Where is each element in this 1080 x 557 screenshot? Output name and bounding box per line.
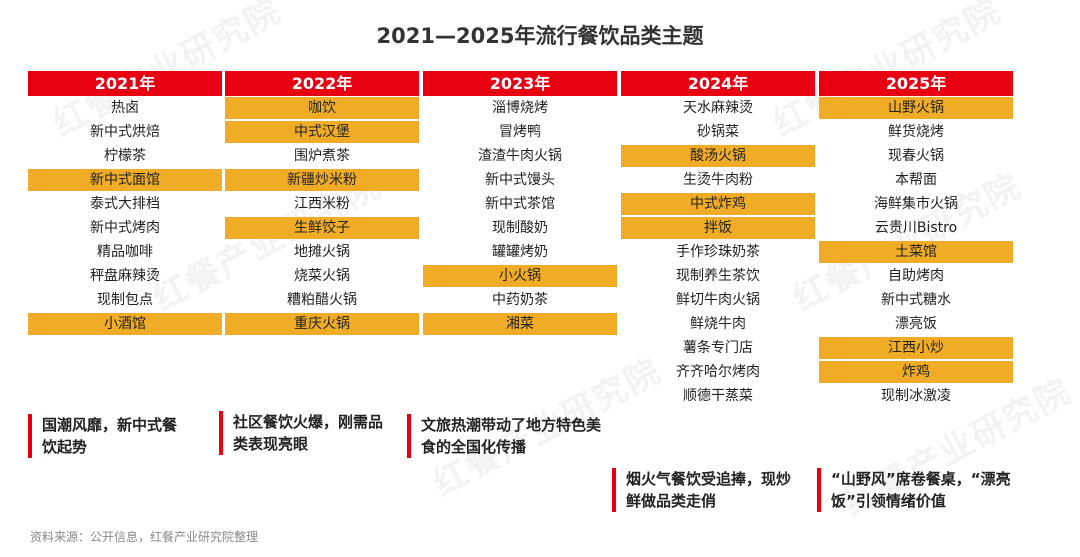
category-item: 现春火锅 xyxy=(888,148,944,164)
category-item: 云贵川Bistro xyxy=(874,220,958,236)
year-column: 2021年 热卤新中式烘焙柠檬茶新中式面馆泰式大排档新中式烤肉精品咖啡秤盘麻辣烫… xyxy=(28,71,222,337)
source-note: 资料来源：公开信息，红餐产业研究院整理 xyxy=(30,530,259,544)
category-item: 秤盘麻辣烫 xyxy=(90,268,160,284)
category-item: 围炉煮茶 xyxy=(294,148,350,164)
category-item: 新中式茶馆 xyxy=(485,196,555,212)
highlighted-category-item: 新疆炒米粉 xyxy=(225,169,419,191)
trend-note: 文旅热潮带动了地方特色美食的全国化传播 xyxy=(407,414,607,458)
category-list: 咖饮 中式汉堡围炉煮茶新疆炒米粉江西米粉生鲜饺子地摊火锅烧菜火锅糟粕醋火锅重庆火锅 xyxy=(225,97,419,335)
year-column: 2022年 咖饮 中式汉堡围炉煮茶新疆炒米粉江西米粉生鲜饺子地摊火锅烧菜火锅糟粕醋… xyxy=(225,71,419,337)
category-item: 齐齐哈尔烤肉 xyxy=(676,364,760,380)
category-item: 柠檬茶 xyxy=(104,148,146,164)
category-item: 鲜切牛肉火锅 xyxy=(676,292,760,308)
category-item: 漂亮饭 xyxy=(895,316,937,332)
page-title: 2021—2025年流行餐饮品类主题 xyxy=(376,24,704,48)
highlighted-category-item: 小火锅 xyxy=(423,265,617,287)
category-list: 山野火锅鲜货烧烤现春火锅本帮面海鲜集市火锅 云贵川Bistro 土菜馆自助烤肉新中式… xyxy=(819,97,1013,407)
year-header: 2021年 xyxy=(28,71,222,96)
highlighted-category-item: 中式炸鸡 xyxy=(621,193,815,215)
year-column: 2024年 天水麻辣烫砂锅菜酸汤火锅生烫牛肉粉中式炸鸡 拌饭手作珍珠奶茶 现制养生茶… xyxy=(621,71,815,409)
trend-note: 国潮风靡，新中式餐饮起势 xyxy=(28,414,178,458)
highlighted-category-item: 新中式面馆 xyxy=(28,169,222,191)
highlighted-category-item: 小酒馆 xyxy=(28,313,222,335)
category-list: 天水麻辣烫砂锅菜酸汤火锅生烫牛肉粉中式炸鸡 拌饭手作珍珠奶茶 现制养生茶饮 鲜切牛肉火… xyxy=(621,97,815,407)
trend-note: 社区餐饮火爆，刚需品类表现亮眼 xyxy=(219,411,393,455)
highlighted-category-item: 湘菜 xyxy=(423,313,617,335)
category-item: 渣渣牛肉火锅 xyxy=(478,148,562,164)
category-item: 江西米粉 xyxy=(294,196,350,212)
category-item: 现制养生茶饮 xyxy=(676,268,760,284)
category-item: 本帮面 xyxy=(895,172,937,188)
category-item: 砂锅菜 xyxy=(697,124,739,140)
highlighted-category-item: 中式汉堡 xyxy=(225,121,419,143)
highlighted-category-item: 山野火锅 xyxy=(819,97,1013,119)
year-header: 2025年 xyxy=(819,71,1013,96)
category-item: 手作珍珠奶茶 xyxy=(676,244,760,260)
category-item: 新中式馒头 xyxy=(485,172,555,188)
year-header: 2024年 xyxy=(621,71,815,96)
category-item: 鲜烧牛肉 xyxy=(690,316,746,332)
category-item: 现制酸奶 xyxy=(492,220,548,236)
category-item: 新中式烤肉 xyxy=(90,220,160,236)
category-item: 烧菜火锅 xyxy=(294,268,350,284)
trend-note: 烟火气餐饮受追捧，现炒鲜做品类走俏 xyxy=(612,468,796,512)
trend-note: “山野风”席卷餐桌，“漂亮饭”引领情绪价值 xyxy=(817,468,1031,512)
category-item: 精品咖啡 xyxy=(97,244,153,260)
category-item: 淄博烧烤 xyxy=(492,100,548,116)
category-item: 薯条专门店 xyxy=(683,340,753,356)
year-header: 2022年 xyxy=(225,71,419,96)
highlighted-category-item: 土菜馆 xyxy=(819,241,1013,263)
year-column: 2025年 山野火锅鲜货烧烤现春火锅本帮面海鲜集市火锅 云贵川Bistro 土菜馆自… xyxy=(819,71,1013,409)
year-column: 2023年 淄博烧烤冒烤鸭渣渣牛肉火锅 新中式馒头新中式茶馆现制酸奶罐罐烤奶小火锅… xyxy=(423,71,617,337)
category-list: 热卤新中式烘焙柠檬茶新中式面馆泰式大排档新中式烤肉精品咖啡秤盘麻辣烫现制包点小酒… xyxy=(28,97,222,335)
category-item: 现制包点 xyxy=(97,292,153,308)
highlighted-category-item: 咖饮 xyxy=(225,97,419,119)
highlighted-category-item: 重庆火锅 xyxy=(225,313,419,335)
category-item: 热卤 xyxy=(111,100,139,116)
category-item: 新中式糖水 xyxy=(881,292,951,308)
category-list: 淄博烧烤冒烤鸭渣渣牛肉火锅 新中式馒头新中式茶馆现制酸奶罐罐烤奶小火锅中药奶茶湘菜 xyxy=(423,97,617,335)
category-item: 泰式大排档 xyxy=(90,196,160,212)
category-item: 新中式烘焙 xyxy=(90,124,160,140)
category-item: 冒烤鸭 xyxy=(499,124,541,140)
category-item: 糟粕醋火锅 xyxy=(287,292,357,308)
highlighted-category-item: 拌饭 xyxy=(621,217,815,239)
category-item: 现制冰激凌 xyxy=(881,388,951,404)
category-item: 鲜货烧烤 xyxy=(888,124,944,140)
category-item: 中药奶茶 xyxy=(492,292,548,308)
category-item: 罐罐烤奶 xyxy=(492,244,548,260)
highlighted-category-item: 江西小炒 xyxy=(819,337,1013,359)
category-item: 海鲜集市火锅 xyxy=(874,196,958,212)
highlighted-category-item: 生鲜饺子 xyxy=(225,217,419,239)
category-item: 地摊火锅 xyxy=(294,244,350,260)
category-item: 自助烤肉 xyxy=(888,268,944,284)
highlighted-category-item: 炸鸡 xyxy=(819,361,1013,383)
highlighted-category-item: 酸汤火锅 xyxy=(621,145,815,167)
category-item: 生烫牛肉粉 xyxy=(683,172,753,188)
year-header: 2023年 xyxy=(423,71,617,96)
category-item: 顺德干蒸菜 xyxy=(683,388,753,404)
category-item: 天水麻辣烫 xyxy=(683,100,753,116)
